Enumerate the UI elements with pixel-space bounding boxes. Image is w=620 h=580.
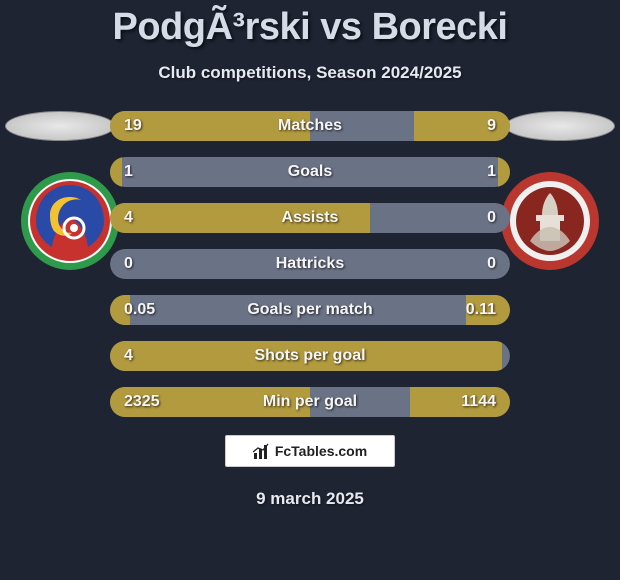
stat-label: Min per goal	[110, 387, 510, 417]
footer-brand-text: FcTables.com	[275, 443, 367, 459]
brand-chart-icon	[253, 442, 271, 460]
stat-row: 199Matches	[110, 111, 510, 141]
stat-row: 23251144Min per goal	[110, 387, 510, 417]
stat-label: Assists	[110, 203, 510, 233]
stat-row: 0.050.11Goals per match	[110, 295, 510, 325]
stat-label: Hattricks	[110, 249, 510, 279]
stat-row: 00Hattricks	[110, 249, 510, 279]
club-badge-left	[20, 171, 120, 271]
club-badge-left-icon	[20, 171, 120, 271]
comparison-chart: 199Matches 11Goals 40Assists 00Hattricks 0.0…	[0, 111, 620, 417]
stat-label: Goals	[110, 157, 510, 187]
stat-row: 11Goals	[110, 157, 510, 187]
stat-label: Matches	[110, 111, 510, 141]
date: 9 march 2025	[0, 489, 620, 509]
stat-row: 40Assists	[110, 203, 510, 233]
player-photo-right-placeholder	[505, 111, 615, 141]
club-badge-right	[500, 171, 600, 271]
club-badge-right-icon	[500, 171, 600, 271]
footer-brand: FcTables.com	[225, 435, 395, 467]
subtitle: Club competitions, Season 2024/2025	[0, 63, 620, 83]
stat-label: Shots per goal	[110, 341, 510, 371]
page-title: PodgÃ³rski vs Borecki	[0, 0, 620, 49]
player-photo-left-placeholder	[5, 111, 115, 141]
stat-row: 4Shots per goal	[110, 341, 510, 371]
stat-bars: 199Matches 11Goals 40Assists 00Hattricks 0.0…	[110, 111, 510, 417]
stat-label: Goals per match	[110, 295, 510, 325]
